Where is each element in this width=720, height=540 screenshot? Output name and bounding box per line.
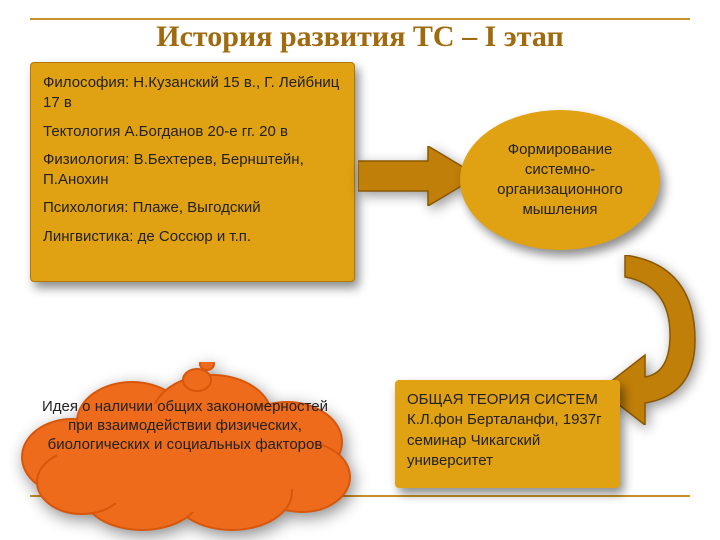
disciplines-line: Лингвистика: де Соссюр и т.п.: [43, 227, 342, 247]
ellipse-text: Формирование системно-организационного м…: [478, 140, 642, 221]
disciplines-line: Физиология: В.Бехтерев, Бернштейн, П.Ано…: [43, 150, 342, 191]
systems-thinking-ellipse: Формирование системно-организационного м…: [460, 110, 660, 250]
cloud-text: Идея о наличии общих закономерностей при…: [30, 398, 340, 454]
gst-text: ОБЩАЯ ТЕОРИЯ СИСТЕМ К.Л.фон Берталанфи, …: [407, 391, 602, 469]
disciplines-line: Философия: Н.Кузанский 15 в., Г. Лейбниц…: [43, 73, 342, 114]
disciplines-box: Философия: Н.Кузанский 15 в., Г. Лейбниц…: [30, 62, 355, 282]
disciplines-line: Тектология А.Богданов 20-е гг. 20 в: [43, 122, 342, 142]
gst-box: ОБЩАЯ ТЕОРИЯ СИСТЕМ К.Л.фон Берталанфи, …: [395, 380, 620, 488]
slide-title: История развития ТС – I этап: [0, 20, 720, 53]
disciplines-line: Психология: Плаже, Выгодский: [43, 198, 342, 218]
